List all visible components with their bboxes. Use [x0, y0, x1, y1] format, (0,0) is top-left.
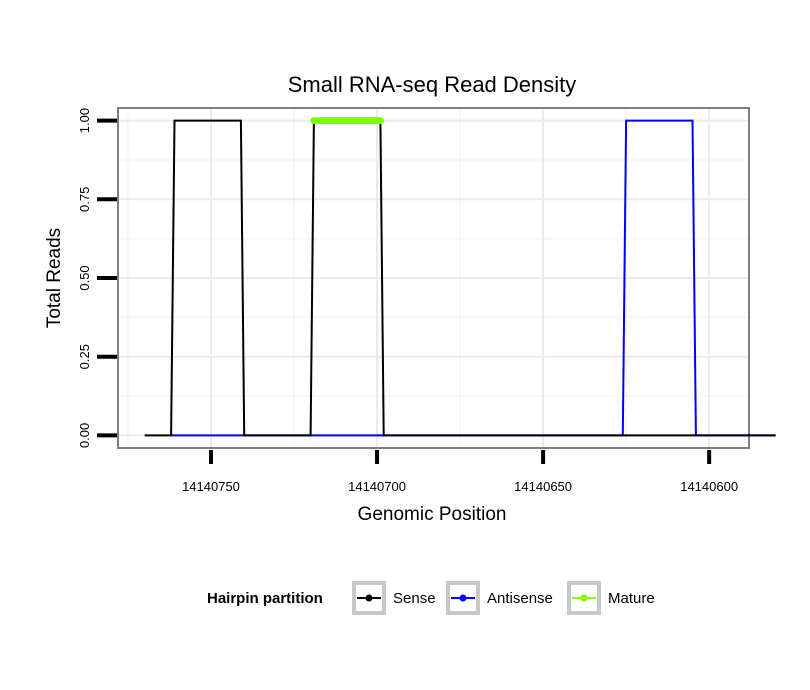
legend-label-antisense: Antisense [487, 590, 553, 607]
series-line-sense [144, 119, 776, 437]
x-tick-label: 14140700 [348, 479, 406, 494]
legend-label-mature: Mature [608, 590, 655, 607]
legend: Hairpin partition Sense Antisense Mature [207, 581, 655, 615]
chart-title: Small RNA-seq Read Density [288, 72, 577, 97]
y-axis: 0.00 0.25 0.50 0.75 1.00 [77, 108, 117, 448]
legend-title: Hairpin partition [207, 590, 323, 607]
y-tick-label: 1.00 [77, 108, 92, 133]
legend-key-point-mature [580, 594, 588, 602]
x-tick-label: 14140600 [680, 479, 738, 494]
legend-key-point-sense [365, 594, 373, 602]
y-tick-label: 0.25 [77, 344, 92, 369]
series-lines [144, 117, 776, 437]
legend-label-sense: Sense [393, 590, 436, 607]
x-axis: 14140750 14140700 14140650 14140600 [182, 450, 738, 494]
grid-lines [119, 109, 748, 447]
x-tick-label: 14140750 [182, 479, 240, 494]
x-axis-title: Genomic Position [358, 504, 507, 525]
y-axis-title: Total Reads [44, 228, 65, 328]
x-tick-label: 14140650 [514, 479, 572, 494]
y-tick-label: 0.75 [77, 187, 92, 212]
y-tick-label: 0.50 [77, 265, 92, 290]
legend-key-point-antisense [459, 594, 467, 602]
y-tick-label: 0.00 [77, 423, 92, 448]
